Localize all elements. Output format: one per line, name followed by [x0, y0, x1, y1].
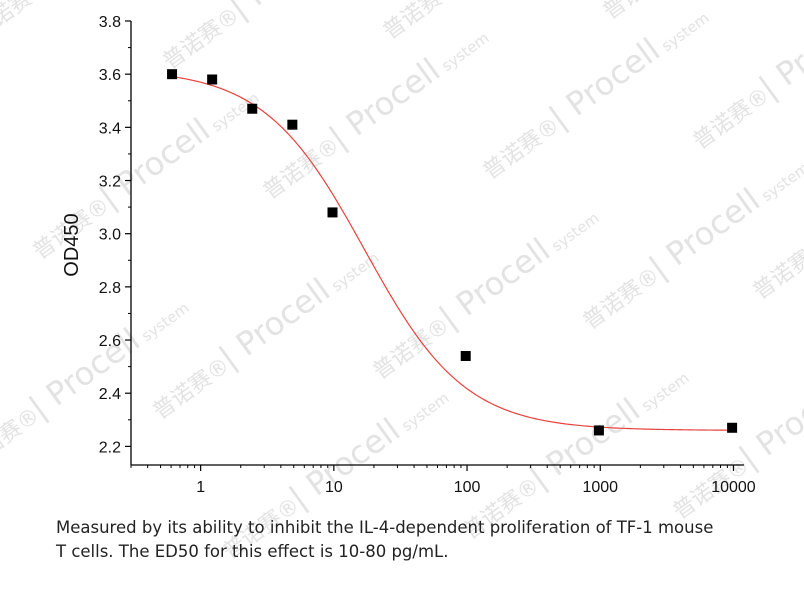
- y-tick-label: 3.8: [99, 14, 121, 31]
- y-tick-label: 3.6: [99, 67, 121, 84]
- data-point: [593, 425, 604, 436]
- od450-dose-response-chart: 2.2 2.4 2.6 2.8 3.0 3.2 3.4 3.6 3.8 1 10 100 1000 100…: [61, 14, 756, 496]
- x-tick-label: 10: [325, 479, 343, 496]
- y-tick-label: 3.4: [99, 120, 121, 137]
- data-point: [460, 350, 471, 361]
- figure-caption: Measured by its ability to inhibit the I…: [56, 516, 796, 564]
- fit-curve: [171, 75, 733, 431]
- y-tick-label: 3.0: [99, 227, 121, 244]
- caption-line-2: T cells. The ED50 for this effect is 10-…: [56, 542, 449, 561]
- data-point: [247, 103, 258, 114]
- x-tick-label: 1000: [582, 479, 618, 496]
- x-tick-label: 10000: [711, 479, 756, 496]
- data-points-layer: [167, 69, 738, 436]
- caption-line-1: Measured by its ability to inhibit the I…: [56, 518, 714, 537]
- y-axis-title: OD450: [61, 213, 83, 276]
- x-tick-label: 1: [196, 479, 205, 496]
- data-point: [167, 69, 178, 80]
- x-tick-label: 100: [454, 479, 481, 496]
- data-point: [727, 422, 738, 433]
- y-tick-label: 3.2: [99, 174, 121, 191]
- data-point: [207, 74, 218, 85]
- data-point: [287, 119, 298, 130]
- y-tick-label: 2.8: [99, 280, 121, 297]
- y-tick-label: 2.2: [99, 439, 121, 456]
- y-tick-label: 2.4: [99, 386, 121, 403]
- data-point: [327, 207, 338, 218]
- y-tick-label: 2.6: [99, 333, 121, 350]
- axes: 2.2 2.4 2.6 2.8 3.0 3.2 3.4 3.6 3.8 1 10 100 1000 100…: [99, 14, 756, 496]
- fit-curve-layer: [171, 75, 733, 431]
